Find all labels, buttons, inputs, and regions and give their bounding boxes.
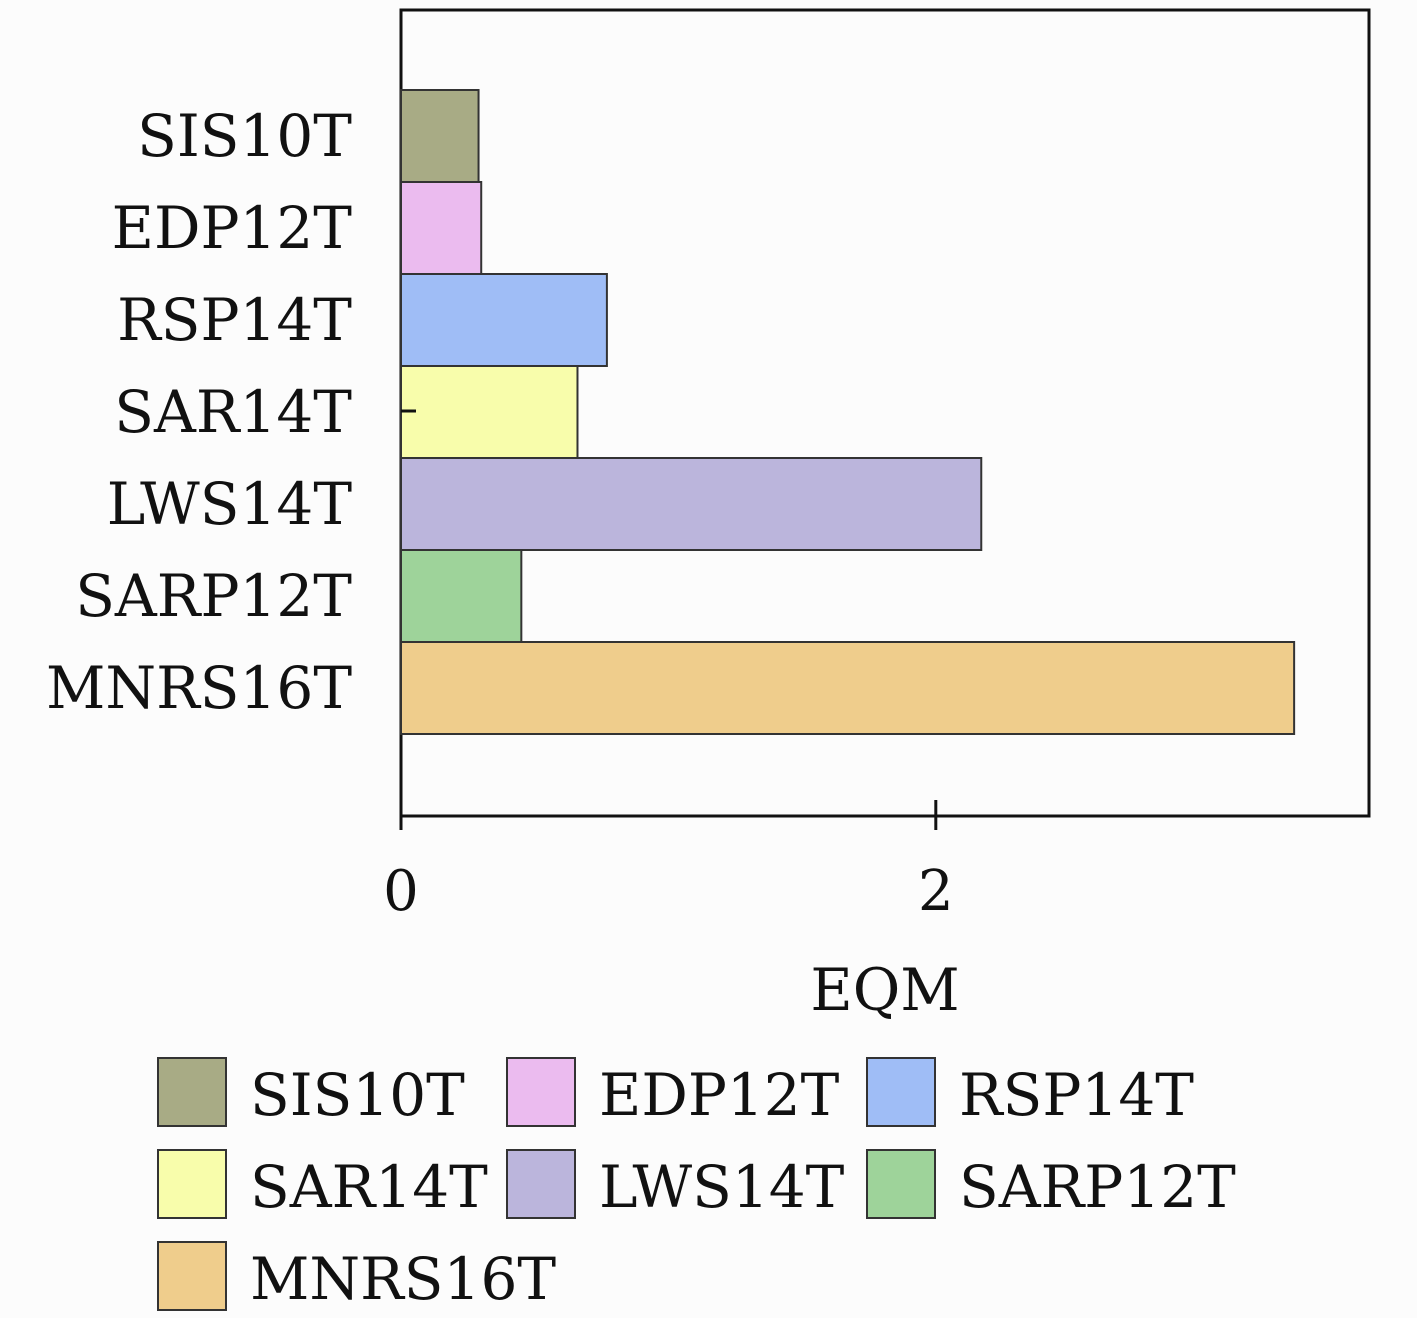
- category-label: SARP12T: [75, 562, 352, 630]
- legend-swatch: [866, 1057, 936, 1127]
- category-label: SAR14T: [114, 378, 352, 446]
- legend-label: SIS10T: [250, 1061, 465, 1129]
- category-label: SIS10T: [137, 102, 352, 170]
- bar-sar14t: [400, 365, 579, 459]
- legend-label: SARP12T: [959, 1153, 1236, 1221]
- legend-swatch: [157, 1149, 227, 1219]
- legend-label: SAR14T: [250, 1153, 488, 1221]
- x-tick-label: 0: [383, 859, 419, 924]
- legend-swatch: [157, 1241, 227, 1311]
- category-label: EDP12T: [112, 194, 353, 262]
- legend-label: RSP14T: [959, 1061, 1194, 1129]
- bar-lws14t: [400, 457, 983, 551]
- bar-sarp12t: [400, 549, 523, 643]
- category-label: MNRS16T: [46, 654, 352, 722]
- legend-label: EDP12T: [599, 1061, 840, 1129]
- bar-rsp14t: [400, 273, 608, 367]
- bar-edp12t: [400, 181, 483, 275]
- legend-swatch: [506, 1149, 576, 1219]
- category-label: RSP14T: [117, 286, 352, 354]
- bar-mnrs16t: [400, 641, 1296, 735]
- legend-swatch: [157, 1057, 227, 1127]
- legend-label: MNRS16T: [250, 1245, 556, 1313]
- legend-swatch: [866, 1149, 936, 1219]
- legend-swatch: [506, 1057, 576, 1127]
- category-label: LWS14T: [107, 470, 353, 538]
- legend-label: LWS14T: [599, 1153, 845, 1221]
- x-tick-label: 2: [918, 859, 954, 924]
- x-axis-label: EQM: [810, 956, 959, 1024]
- bar-sis10t: [400, 89, 480, 183]
